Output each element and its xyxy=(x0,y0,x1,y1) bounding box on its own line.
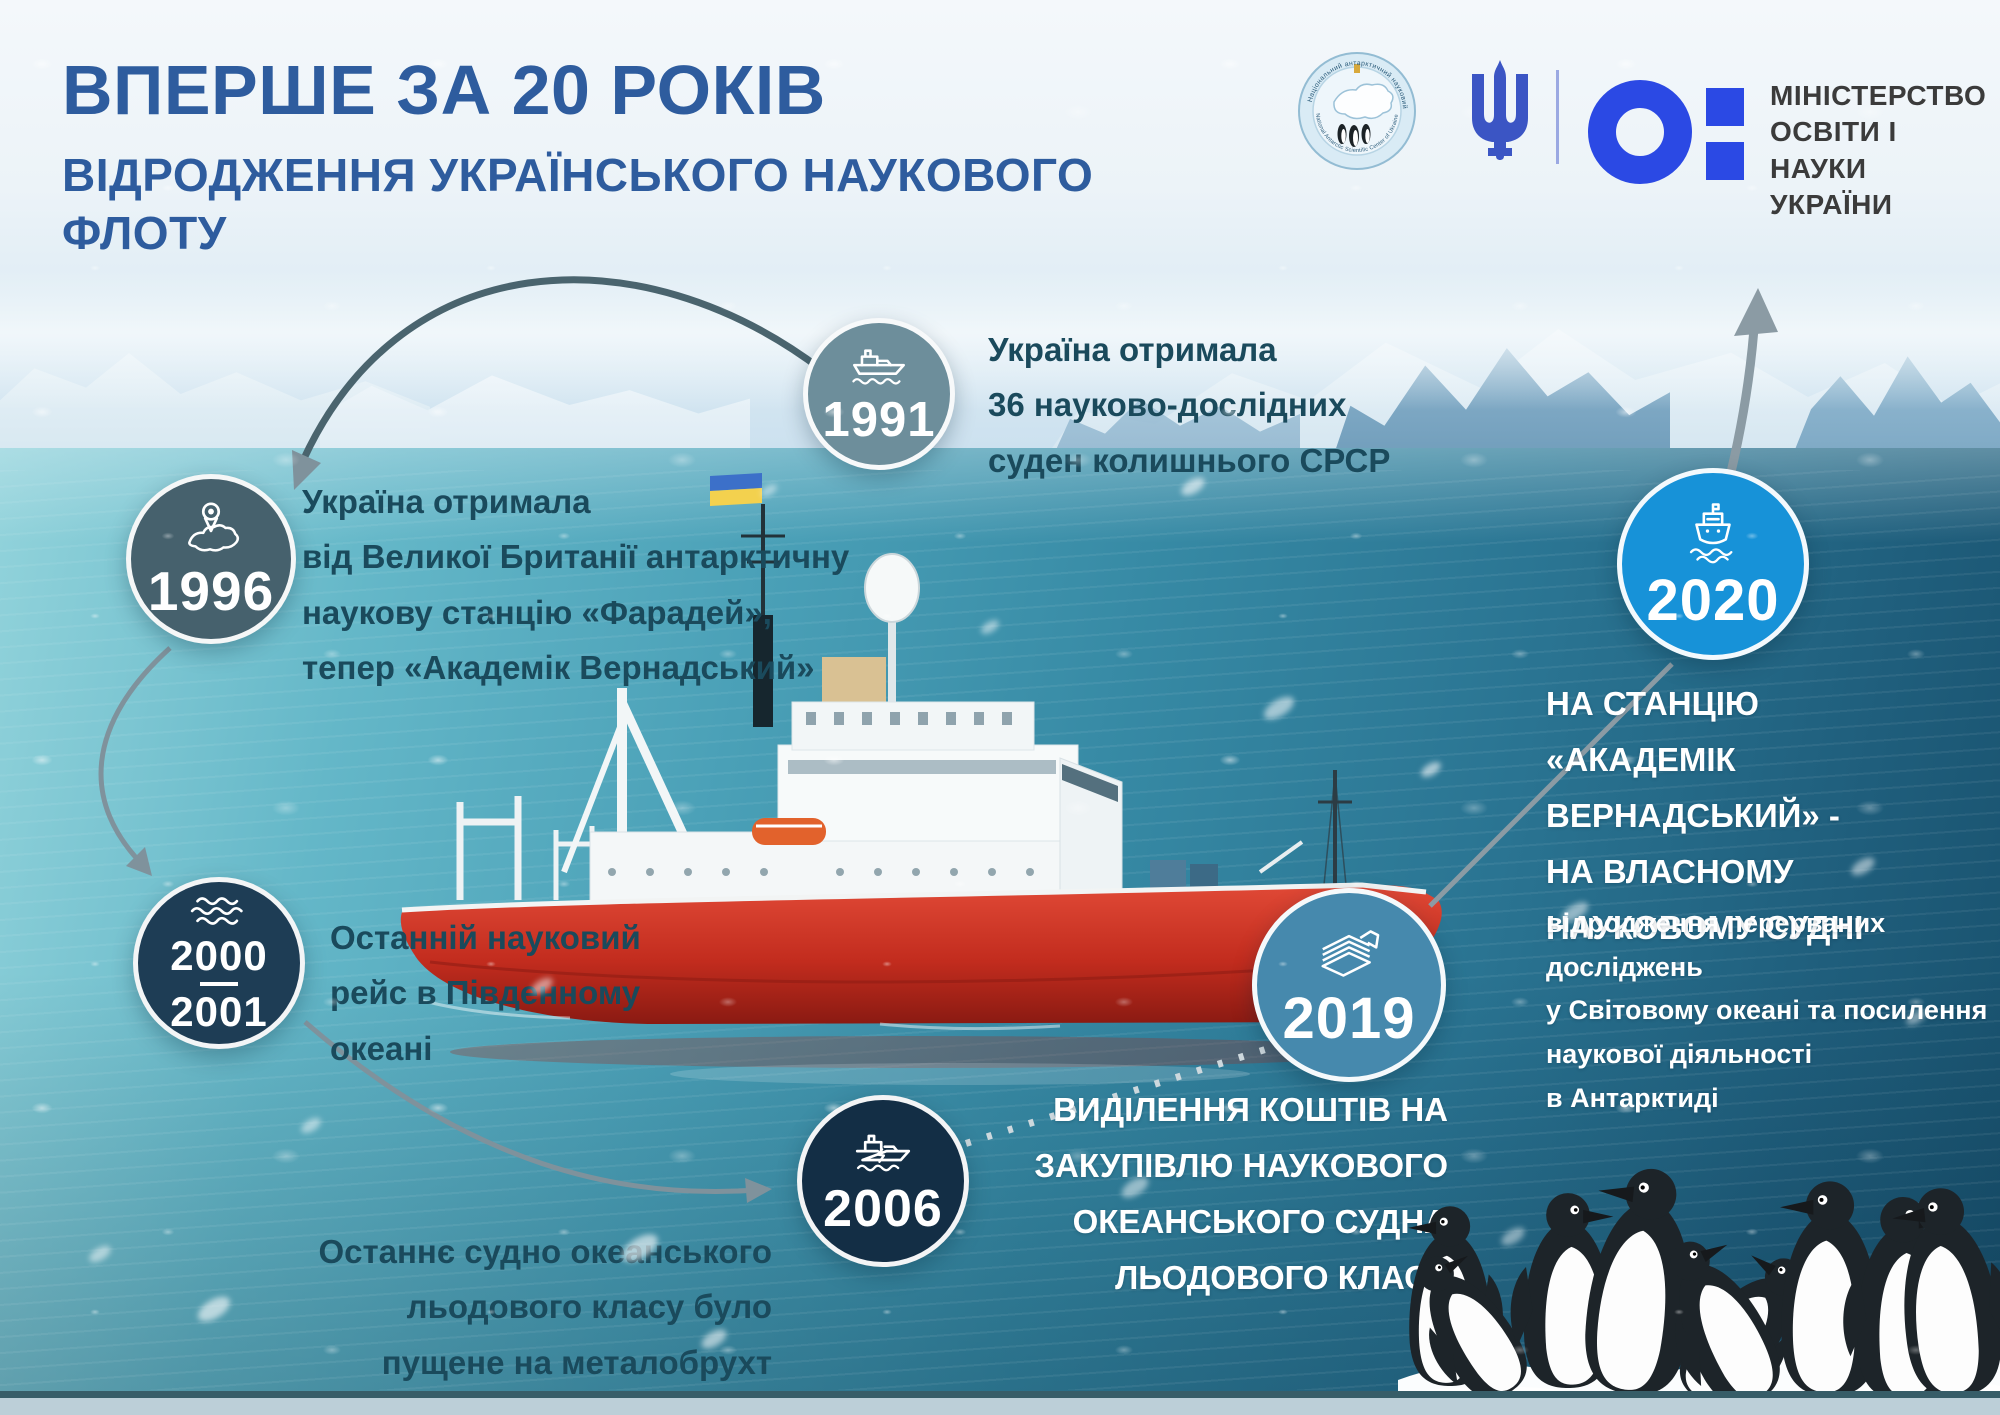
year-label: 2006 xyxy=(823,1179,943,1238)
arrowhead-2020-up xyxy=(1734,288,1778,336)
antarctic-center-logo: Національний антарктичний науковий центр… xyxy=(1296,50,1416,170)
broken-ship-icon xyxy=(855,1134,911,1171)
timeline-circle-2000-2001: 2000 2001 xyxy=(133,877,305,1049)
timeline-circle-2019: 2019 xyxy=(1252,888,1446,1082)
trident-icon xyxy=(1472,60,1528,160)
ministry-logo-ring xyxy=(1588,80,1692,184)
ministry-logo-square xyxy=(1706,142,1744,180)
arrowhead-2006 xyxy=(745,1178,772,1203)
ship-icon xyxy=(852,349,905,385)
ministry-line2: ОСВІТИ І НАУКИ xyxy=(1770,116,1897,184)
year-label: 2020 xyxy=(1646,567,1780,633)
event-text-2000-2001: Останній науковий рейс в Південному океа… xyxy=(330,919,641,1067)
ministry-line3: УКРАЇНИ xyxy=(1770,189,1893,221)
event-text-1996: Україна отримала від Великої Британії ан… xyxy=(302,483,850,687)
logo-penguins xyxy=(1337,124,1371,147)
timeline-circle-1996: 1996 xyxy=(126,474,296,644)
timeline-circle-2006: 2006 xyxy=(797,1095,969,1267)
footer-strip xyxy=(0,1398,2000,1415)
ship-front-icon xyxy=(1689,502,1733,563)
year-label: 1991 xyxy=(822,393,936,447)
waves-icon xyxy=(190,896,243,925)
year-label: 1996 xyxy=(147,560,275,622)
page-title-line2: ВІДРОДЖЕННЯ УКРАЇНСЬКОГО НАУКОВОГО xyxy=(62,149,1094,201)
year-label-top: 2000 xyxy=(170,931,268,979)
year-label-bottom: 2001 xyxy=(170,987,268,1035)
banknotes-icon xyxy=(1321,929,1380,977)
event-text-2020-detail: відродження перерваних досліджень у Світ… xyxy=(1546,908,1988,1113)
timeline-circle-2020: 2020 xyxy=(1617,468,1809,660)
penguins-group xyxy=(1398,1163,2000,1410)
ministry-logo-square xyxy=(1706,88,1744,126)
timeline-circle-1991: 1991 xyxy=(803,318,955,470)
page-title-line3: ФЛОТУ xyxy=(62,207,227,259)
connector-1996-2000 xyxy=(98,646,172,870)
year-divider xyxy=(200,981,238,986)
ministry-line1: МІНІСТЕРСТВО xyxy=(1770,80,1987,111)
year-label: 2019 xyxy=(1282,985,1416,1051)
event-text-1991: Україна отримала 36 науково-дослідних су… xyxy=(988,331,1391,479)
ministry-name: МІНІСТЕРСТВО ОСВІТИ І НАУКИ УКРАЇНИ xyxy=(1770,78,2000,224)
logo-divider xyxy=(1556,70,1559,164)
antarctica-pin-icon xyxy=(188,502,240,552)
antarctica-map xyxy=(1333,83,1394,120)
event-text-2019: ВИДІЛЕННЯ КОШТІВ НА ЗАКУПІВЛЮ НАУКОВОГО … xyxy=(1034,1091,1448,1297)
connector-1991-1996 xyxy=(294,276,825,474)
page-title-line1: ВПЕРШЕ ЗА 20 РОКІВ xyxy=(62,51,826,129)
footer-divider-line xyxy=(0,1391,2000,1398)
event-text-2006: Останнє судно океанського льодового клас… xyxy=(318,1233,772,1381)
